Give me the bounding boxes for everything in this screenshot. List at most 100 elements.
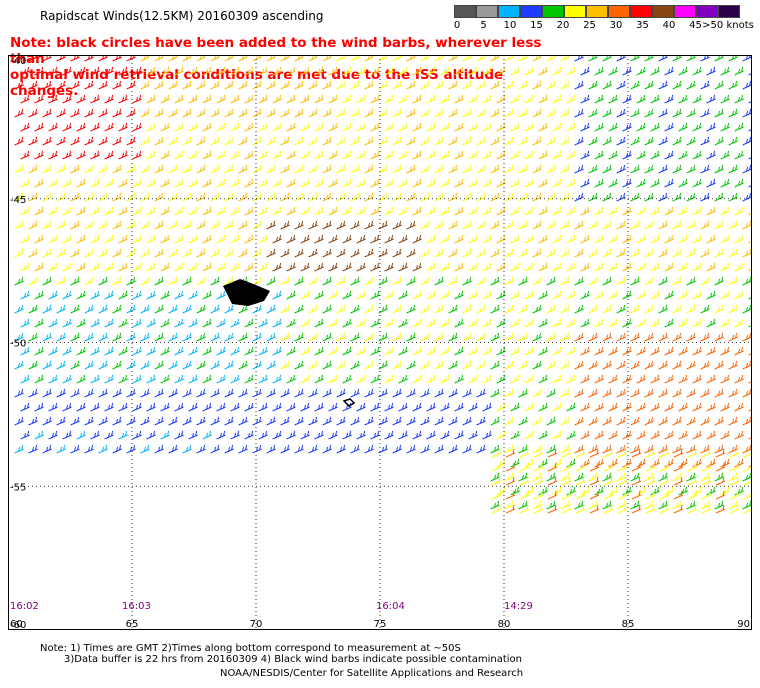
- wind-barb: [336, 220, 346, 230]
- wind-barb: [518, 500, 528, 510]
- wind-barb: [700, 136, 710, 146]
- wind-barb: [561, 462, 572, 472]
- wind-barb: [328, 402, 338, 412]
- wind-barb: [90, 206, 100, 216]
- wind-barb: [252, 164, 262, 174]
- wind-barb: [216, 290, 226, 300]
- wind-barb: [258, 402, 268, 412]
- scale-label: 40: [662, 20, 676, 31]
- wind-barb: [658, 276, 668, 286]
- wind-barb: [566, 486, 576, 496]
- wind-barb: [560, 360, 570, 370]
- wind-barb: [392, 304, 402, 314]
- wind-barb: [14, 444, 24, 454]
- wind-barb: [202, 94, 212, 104]
- wind-barb: [636, 374, 646, 384]
- wind-barb: [546, 444, 556, 454]
- wind-barb: [692, 122, 702, 132]
- wind-barb: [692, 402, 702, 412]
- wind-barb: [678, 262, 688, 272]
- wind-barb: [356, 430, 366, 440]
- wind-barb: [546, 248, 556, 258]
- wind-barb: [406, 108, 416, 118]
- wind-barb: [672, 472, 682, 482]
- wind-barb: [392, 192, 402, 202]
- wind-barb: [286, 290, 296, 300]
- wind-barb: [490, 360, 500, 370]
- wind-barb: [748, 324, 752, 328]
- wind-barb: [146, 66, 156, 76]
- wind-barb: [706, 402, 716, 412]
- wind-barb: [62, 206, 72, 216]
- wind-barb: [686, 192, 696, 202]
- wind-barb: [300, 206, 310, 216]
- wind-barb: [617, 504, 628, 514]
- wind-barb: [202, 290, 212, 300]
- wind-barb: [510, 318, 520, 328]
- wind-barb: [62, 262, 72, 272]
- wind-barb: [244, 122, 254, 132]
- wind-barb: [454, 290, 464, 300]
- wind-barb: [700, 304, 710, 314]
- wind-barb: [650, 178, 660, 188]
- wind-barb: [154, 108, 164, 118]
- wind-barb: [252, 108, 262, 118]
- wind-barb: [706, 206, 716, 216]
- wind-barb: [308, 416, 318, 426]
- wind-barb: [482, 290, 492, 300]
- wind-barb: [622, 234, 632, 244]
- wind-barb: [182, 220, 192, 230]
- wind-barb: [230, 346, 240, 356]
- wind-barb: [594, 178, 604, 188]
- wind-barb: [294, 388, 304, 398]
- wind-barb: [748, 156, 752, 160]
- wind-barb: [202, 374, 212, 384]
- wind-barb: [90, 262, 100, 272]
- wind-barb: [300, 122, 310, 132]
- wind-barb: [174, 430, 184, 440]
- wind-barb: [440, 430, 450, 440]
- wind-barb: [314, 430, 324, 440]
- wind-barb: [650, 234, 660, 244]
- wind-barb: [608, 346, 618, 356]
- wind-barb: [720, 318, 730, 328]
- wind-barb: [70, 136, 80, 146]
- wind-barb: [160, 290, 170, 300]
- wind-barb: [580, 206, 590, 216]
- wind-barb: [34, 234, 44, 244]
- wind-barb: [252, 416, 262, 426]
- wind-barb: [188, 206, 198, 216]
- wind-barb: [743, 490, 752, 500]
- wind-barb: [314, 150, 324, 160]
- wind-barb: [308, 388, 318, 398]
- wind-barb: [104, 374, 114, 384]
- wind-barb: [706, 122, 716, 132]
- wind-barb: [594, 374, 604, 384]
- wind-barb: [196, 192, 206, 202]
- wind-barb: [160, 402, 170, 412]
- wind-barb: [14, 388, 24, 398]
- wind-barb: [728, 472, 738, 482]
- wind-barb: [552, 318, 562, 328]
- wind-barb: [700, 164, 710, 174]
- wind-barb: [524, 318, 534, 328]
- wind-barb: [644, 500, 654, 510]
- wind-barb: [482, 430, 492, 440]
- wind-barb: [384, 178, 394, 188]
- wind-barb: [440, 94, 450, 104]
- wind-barb: [168, 220, 178, 230]
- wind-barb: [174, 290, 184, 300]
- wind-barb: [364, 220, 374, 230]
- wind-barb: [224, 248, 234, 258]
- wind-barb: [706, 486, 716, 496]
- wind-barb: [658, 108, 668, 118]
- wind-barb: [538, 402, 548, 412]
- wind-barb: [308, 444, 318, 454]
- wind-barb: [714, 80, 724, 90]
- wind-barb: [588, 304, 598, 314]
- wind-barb: [650, 290, 660, 300]
- wind-barb: [216, 262, 226, 272]
- wind-barb: [510, 486, 520, 496]
- wind-barb: [468, 66, 478, 76]
- wind-barb: [182, 444, 192, 454]
